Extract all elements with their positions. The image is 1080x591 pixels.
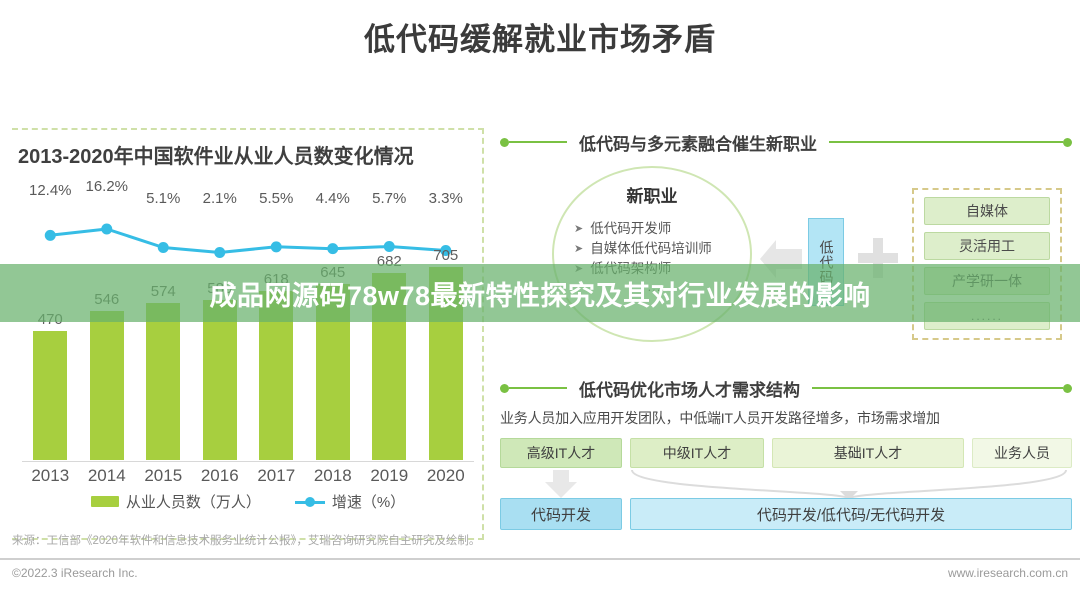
plus-icon bbox=[858, 238, 898, 278]
section2-subtitle: 业务人员加入应用开发团队，中低端IT人员开发路径增多，市场需求增加 bbox=[500, 410, 940, 426]
growth-rate-label: 4.4% bbox=[315, 190, 350, 207]
x-axis-line bbox=[22, 461, 474, 462]
connector-arrows-icon bbox=[545, 469, 1067, 500]
legend-bar-swatch-icon bbox=[90, 496, 119, 507]
bullet-dot-icon-2 bbox=[500, 383, 509, 393]
bar-rect bbox=[202, 299, 237, 460]
chart-legend: 从业人员数（万人） 增速（%） bbox=[12, 491, 484, 512]
section1-header: 低代码与多元素融合催生新职业 bbox=[500, 128, 1072, 156]
bullet-dot-icon bbox=[500, 137, 509, 147]
growth-rate-label: 5.1% bbox=[146, 190, 181, 207]
new-professions-title: 新职业 bbox=[626, 187, 678, 206]
x-tick-label: 2013 bbox=[31, 466, 70, 485]
legend-label-bars: 从业人员数（万人） bbox=[125, 494, 261, 511]
footer-divider bbox=[0, 558, 1080, 560]
profession-list-item: ➤ 自媒体低代码培训师 bbox=[574, 239, 742, 259]
growth-rate-labels: 12.4% 16.2% 5.1% 2.1% 5.5% 4.4% 5.7% 3.3% bbox=[22, 178, 474, 222]
growth-rate-label: 5.5% bbox=[259, 190, 294, 207]
section2-heading: 低代码优化市场人才需求结构 bbox=[579, 380, 800, 400]
profession-label: 低代码开发师 bbox=[590, 221, 672, 236]
profession-list-item: ➤ 低代码开发师 bbox=[574, 219, 742, 239]
talent-tier-row: 高级IT人才 中级IT人才 基础IT人才 业务人员 bbox=[500, 438, 1072, 468]
growth-rate-label: 3.3% bbox=[428, 190, 463, 207]
growth-rate-line bbox=[44, 223, 452, 258]
header-rule-right bbox=[829, 141, 1063, 143]
chart-panel: 2013-2020年中国软件业从业人员数变化情况 12.4% 16.2% 5.1% 2… bbox=[12, 128, 484, 540]
x-tick-label: 2016 bbox=[200, 466, 239, 485]
source-note: 来源：工信部《2020年软件和信息技术服务业统计公报》，艾瑞咨询研究院自主研究及… bbox=[12, 535, 481, 547]
bar-rect bbox=[89, 310, 124, 460]
section1-heading: 低代码与多元素融合催生新职业 bbox=[579, 134, 817, 154]
x-tick-label: 2015 bbox=[144, 466, 183, 485]
bar-value-label: 705 bbox=[433, 247, 459, 265]
chart-plot-area: 12.4%16.2%5.1%2.1%5.5%4.4%5.7%3.3% 47054… bbox=[22, 178, 474, 498]
growth-rate-label: 16.2% bbox=[85, 178, 129, 195]
watermark-text: 成品网源码78w78最新特性探究及其对行业发展的影响 bbox=[209, 280, 871, 311]
bar-rect bbox=[33, 331, 68, 460]
element-tag: 灵活用工 bbox=[924, 232, 1050, 260]
development-mode-row: 代码开发 代码开发/低代码/无代码开发 bbox=[500, 498, 1072, 530]
growth-rate-label: 12.4% bbox=[28, 182, 72, 199]
legend-line-swatch-icon bbox=[294, 496, 325, 508]
watermark-band bbox=[0, 264, 1080, 322]
bullet-dot-icon-right bbox=[1063, 137, 1072, 147]
arrow-bullet-icon: ➤ bbox=[574, 243, 584, 255]
x-tick-label: 2020 bbox=[426, 466, 465, 485]
section2-header: 低代码优化市场人才需求结构 bbox=[500, 374, 1072, 402]
dev-mode-new: 代码开发/低代码/无代码开发 bbox=[630, 498, 1072, 530]
x-tick-label: 2019 bbox=[370, 466, 409, 485]
talent-tier: 业务人员 bbox=[972, 438, 1072, 468]
x-axis-tick-labels: 2013 2014 2015 2016 2017 2018 2019 2020 bbox=[22, 466, 474, 490]
talent-tier: 高级IT人才 bbox=[500, 438, 622, 468]
arrow-bullet-icon: ➤ bbox=[574, 223, 584, 235]
header-rule-right-2 bbox=[812, 387, 1063, 389]
footer-website: www.iresearch.com.cn bbox=[947, 566, 1068, 580]
bar-rect bbox=[146, 302, 181, 460]
tier-connector bbox=[500, 468, 1072, 500]
header-rule-left-2 bbox=[509, 387, 567, 389]
talent-tier: 中级IT人才 bbox=[630, 438, 764, 468]
bar-column: 586 bbox=[202, 280, 237, 460]
talent-tier: 基础IT人才 bbox=[772, 438, 964, 468]
x-tick-label: 2018 bbox=[313, 466, 352, 485]
right-panel: 低代码与多元素融合催生新职业 新职业 ➤低代码开发师➤自媒体低代码培训师➤低代码… bbox=[500, 128, 1072, 530]
profession-label: 自媒体低代码培训师 bbox=[590, 241, 712, 256]
x-tick-label: 2014 bbox=[87, 466, 126, 485]
footer-copyright: ©2022.3 iResearch Inc. bbox=[12, 566, 138, 580]
header-rule-left bbox=[509, 141, 567, 143]
legend-label-line: 增速（%） bbox=[331, 494, 406, 511]
element-tag: 自媒体 bbox=[924, 197, 1050, 225]
bar-column: 470 bbox=[33, 311, 68, 460]
growth-rate-label: 5.7% bbox=[372, 190, 407, 207]
dev-mode-legacy: 代码开发 bbox=[500, 498, 622, 530]
growth-rate-label: 2.1% bbox=[202, 190, 237, 207]
bullet-dot-icon-2-right bbox=[1063, 383, 1072, 393]
page-title: 低代码缓解就业市场矛盾 bbox=[364, 22, 716, 57]
chart-title: 2013-2020年中国软件业从业人员数变化情况 bbox=[18, 146, 414, 168]
legend-item-bars: 从业人员数（万人） bbox=[90, 491, 261, 512]
x-tick-label: 2017 bbox=[257, 466, 296, 485]
legend-item-line: 增速（%） bbox=[294, 491, 406, 512]
